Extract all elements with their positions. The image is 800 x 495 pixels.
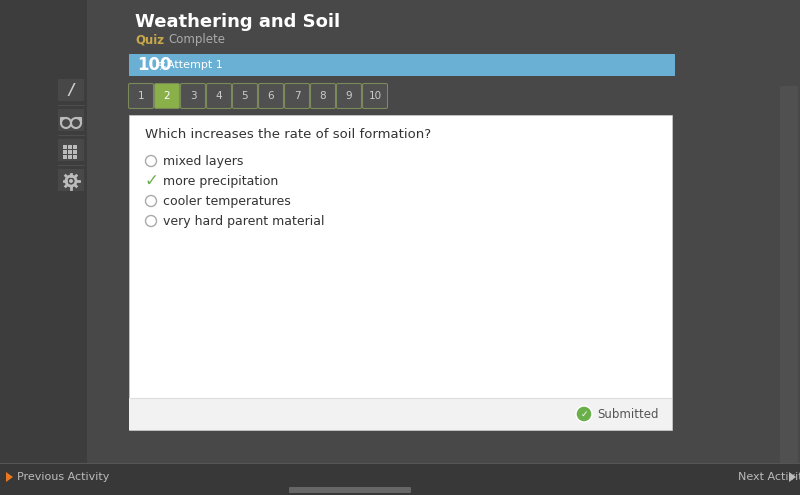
FancyBboxPatch shape — [73, 145, 77, 148]
FancyBboxPatch shape — [68, 145, 71, 148]
Text: Quiz: Quiz — [135, 34, 164, 47]
FancyBboxPatch shape — [780, 86, 798, 465]
Text: Weathering and Soil: Weathering and Soil — [135, 13, 340, 31]
FancyBboxPatch shape — [206, 84, 231, 108]
FancyBboxPatch shape — [285, 84, 310, 108]
FancyBboxPatch shape — [68, 155, 71, 158]
FancyBboxPatch shape — [233, 84, 258, 108]
FancyBboxPatch shape — [73, 155, 77, 158]
Polygon shape — [6, 472, 13, 482]
Text: cooler temperatures: cooler temperatures — [163, 195, 290, 207]
FancyBboxPatch shape — [0, 463, 800, 495]
FancyBboxPatch shape — [63, 150, 66, 153]
Text: 6: 6 — [268, 91, 274, 101]
Text: 3: 3 — [190, 91, 196, 101]
Text: Previous Activity: Previous Activity — [17, 472, 110, 482]
Text: 100: 100 — [137, 56, 171, 75]
Text: more precipitation: more precipitation — [163, 175, 278, 188]
Text: 2: 2 — [164, 91, 170, 101]
Text: Which increases the rate of soil formation?: Which increases the rate of soil formati… — [145, 129, 431, 142]
FancyBboxPatch shape — [337, 84, 362, 108]
Text: 8: 8 — [320, 91, 326, 101]
Text: very hard parent material: very hard parent material — [163, 214, 325, 228]
Text: 5: 5 — [242, 91, 248, 101]
FancyBboxPatch shape — [73, 150, 77, 153]
FancyBboxPatch shape — [310, 84, 335, 108]
FancyBboxPatch shape — [68, 150, 71, 153]
FancyBboxPatch shape — [258, 84, 283, 108]
FancyBboxPatch shape — [58, 169, 84, 191]
Circle shape — [146, 155, 157, 166]
FancyBboxPatch shape — [154, 84, 179, 108]
Text: 4: 4 — [216, 91, 222, 101]
Circle shape — [69, 179, 73, 183]
Text: Complete: Complete — [168, 34, 225, 47]
FancyBboxPatch shape — [181, 84, 206, 108]
FancyBboxPatch shape — [129, 398, 672, 430]
Text: mixed layers: mixed layers — [163, 154, 243, 167]
Circle shape — [576, 406, 592, 422]
FancyBboxPatch shape — [362, 84, 387, 108]
Text: 9: 9 — [346, 91, 352, 101]
Text: 1: 1 — [138, 91, 144, 101]
FancyBboxPatch shape — [129, 54, 675, 76]
Circle shape — [146, 215, 157, 227]
Text: 7: 7 — [294, 91, 300, 101]
FancyBboxPatch shape — [58, 139, 84, 161]
Text: /: / — [68, 84, 74, 99]
FancyBboxPatch shape — [58, 79, 84, 101]
FancyBboxPatch shape — [129, 54, 675, 76]
Text: %: % — [158, 62, 167, 72]
Text: Attempt 1: Attempt 1 — [167, 60, 222, 70]
Polygon shape — [789, 472, 796, 482]
Text: Next Activity: Next Activity — [738, 472, 800, 482]
Text: 10: 10 — [369, 91, 382, 101]
FancyBboxPatch shape — [58, 109, 84, 131]
FancyBboxPatch shape — [0, 0, 87, 463]
FancyBboxPatch shape — [63, 145, 66, 148]
FancyBboxPatch shape — [289, 487, 411, 493]
Text: ✓: ✓ — [580, 409, 588, 418]
Text: Submitted: Submitted — [597, 407, 658, 420]
FancyBboxPatch shape — [129, 115, 672, 430]
FancyBboxPatch shape — [63, 155, 66, 158]
Circle shape — [146, 196, 157, 206]
Text: ✓: ✓ — [144, 172, 158, 190]
FancyBboxPatch shape — [129, 84, 154, 108]
